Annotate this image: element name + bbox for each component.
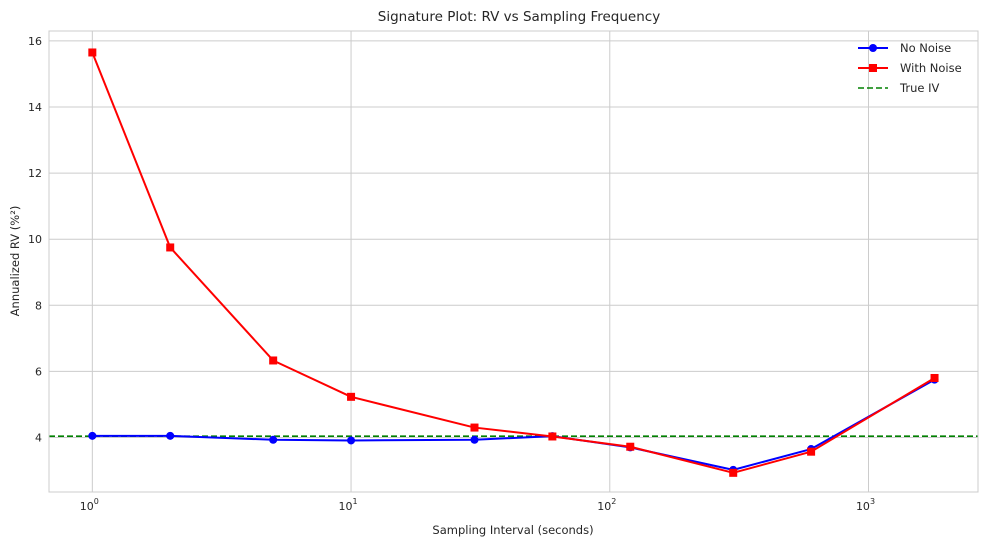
- point-no-noise-1: [166, 431, 175, 440]
- y-tick-label-0: 4: [35, 431, 42, 444]
- point-with-noise-9: [930, 373, 939, 382]
- point-no-noise-2: [269, 435, 278, 444]
- legend-label-no-noise: No Noise: [900, 41, 951, 55]
- legend-marker-no-noise: [869, 44, 877, 52]
- point-with-noise-6: [626, 442, 635, 451]
- chart-title: Signature Plot: RV vs Sampling Frequency: [378, 9, 660, 25]
- point-with-noise-8: [807, 447, 816, 456]
- legend-item-true-iv: True IV: [858, 81, 939, 95]
- point-with-noise-2: [269, 356, 278, 365]
- x-tick-exponent-3: 3: [870, 497, 875, 506]
- point-no-noise-0: [88, 431, 97, 440]
- y-tick-label-4: 12: [28, 167, 42, 180]
- y-tick-label-3: 10: [28, 233, 42, 246]
- point-with-noise-5: [548, 432, 557, 441]
- plot-area-frame: [48, 30, 979, 493]
- y-tick-label-2: 8: [35, 299, 42, 312]
- legend-marker-with-noise: [869, 64, 877, 72]
- point-with-noise-3: [347, 392, 356, 401]
- x-tick-exponent-1: 1: [353, 497, 358, 506]
- y-axis-ticks: 4 6 8 10 12 14 16: [28, 35, 42, 445]
- point-with-noise-1: [166, 243, 175, 252]
- series-line-with-noise: [91, 52, 936, 474]
- point-with-noise-4: [470, 423, 479, 432]
- legend-label-with-noise: With Noise: [900, 61, 962, 75]
- legend-label-true-iv: True IV: [899, 81, 939, 95]
- point-no-noise-4: [470, 435, 479, 444]
- series-line-no-noise: [92, 378, 936, 471]
- series-with-noise: [88, 48, 939, 477]
- x-tick-exponent-2: 2: [611, 497, 616, 506]
- y-axis-label: Annualized RV (%²): [8, 206, 22, 317]
- point-with-noise-7: [729, 468, 738, 477]
- y-tick-label-1: 6: [35, 365, 42, 378]
- y-tick-label-6: 16: [28, 35, 42, 48]
- point-with-noise-0: [88, 48, 97, 57]
- data-series: [88, 48, 939, 477]
- legend-item-no-noise: No Noise: [858, 41, 951, 55]
- point-no-noise-3: [347, 436, 356, 445]
- y-tick-label-5: 14: [28, 101, 42, 114]
- x-tick-exponent-0: 0: [94, 497, 99, 506]
- legend: No Noise With Noise True IV: [858, 41, 962, 95]
- legend-item-with-noise: With Noise: [858, 61, 962, 75]
- x-axis-label: Sampling Interval (seconds): [432, 523, 593, 537]
